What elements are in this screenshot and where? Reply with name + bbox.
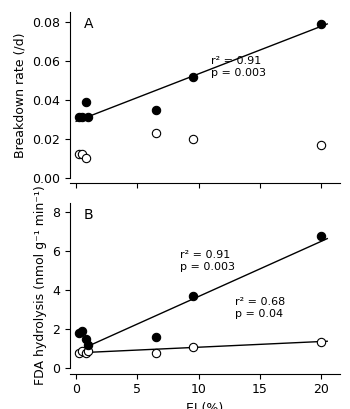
Text: r² = 0.91
p = 0.003: r² = 0.91 p = 0.003: [180, 250, 235, 272]
X-axis label: EI (%): EI (%): [186, 402, 223, 409]
Text: r² = 0.91
p = 0.003: r² = 0.91 p = 0.003: [211, 56, 266, 78]
Text: A: A: [83, 17, 93, 31]
Y-axis label: FDA hydrolysis (nmol g⁻¹ min⁻¹): FDA hydrolysis (nmol g⁻¹ min⁻¹): [34, 185, 47, 385]
Text: r² = 0.68
p = 0.04: r² = 0.68 p = 0.04: [235, 297, 286, 319]
Y-axis label: Breakdown rate (/d): Breakdown rate (/d): [14, 32, 27, 158]
Text: B: B: [83, 207, 93, 222]
